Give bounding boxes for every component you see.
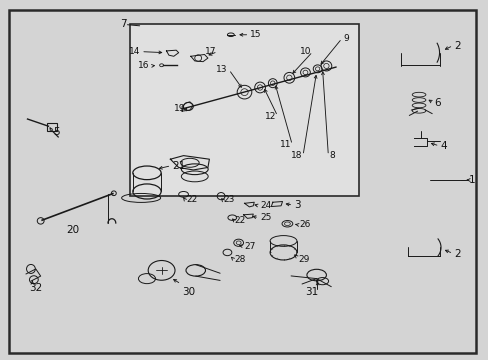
Text: 3: 3	[294, 200, 300, 210]
Text: 30: 30	[182, 287, 195, 297]
Text: 5: 5	[53, 127, 60, 136]
Text: 13: 13	[216, 65, 227, 74]
Text: 27: 27	[244, 242, 255, 251]
Text: 20: 20	[66, 225, 79, 235]
Text: 15: 15	[250, 30, 261, 39]
Text: 7: 7	[120, 19, 126, 29]
Text: 21: 21	[172, 161, 185, 171]
Text: 31: 31	[305, 287, 318, 297]
Text: 23: 23	[223, 195, 234, 204]
Text: 26: 26	[299, 220, 310, 229]
Text: 14: 14	[128, 47, 140, 56]
Bar	[46, 123, 57, 131]
Text: 29: 29	[298, 255, 309, 264]
Text: 32: 32	[29, 283, 42, 293]
Bar	[130, 24, 358, 196]
Text: 4: 4	[440, 141, 446, 151]
Text: 6: 6	[434, 98, 440, 108]
Text: 12: 12	[265, 112, 276, 121]
Text: 2: 2	[453, 41, 460, 50]
Text: 24: 24	[260, 201, 271, 210]
Text: 1: 1	[468, 175, 474, 185]
Text: 17: 17	[205, 47, 216, 56]
Text: 16: 16	[138, 62, 150, 71]
Text: 8: 8	[329, 151, 334, 160]
Text: 19: 19	[173, 104, 184, 113]
Text: 22: 22	[185, 195, 197, 204]
Text: 11: 11	[279, 140, 291, 149]
Text: 2: 2	[453, 248, 460, 258]
Text: 10: 10	[300, 47, 311, 56]
Text: 28: 28	[234, 255, 245, 264]
Text: 22: 22	[234, 216, 245, 225]
Text: 9: 9	[342, 34, 348, 43]
Text: 25: 25	[260, 213, 271, 222]
Text: 18: 18	[290, 151, 302, 160]
